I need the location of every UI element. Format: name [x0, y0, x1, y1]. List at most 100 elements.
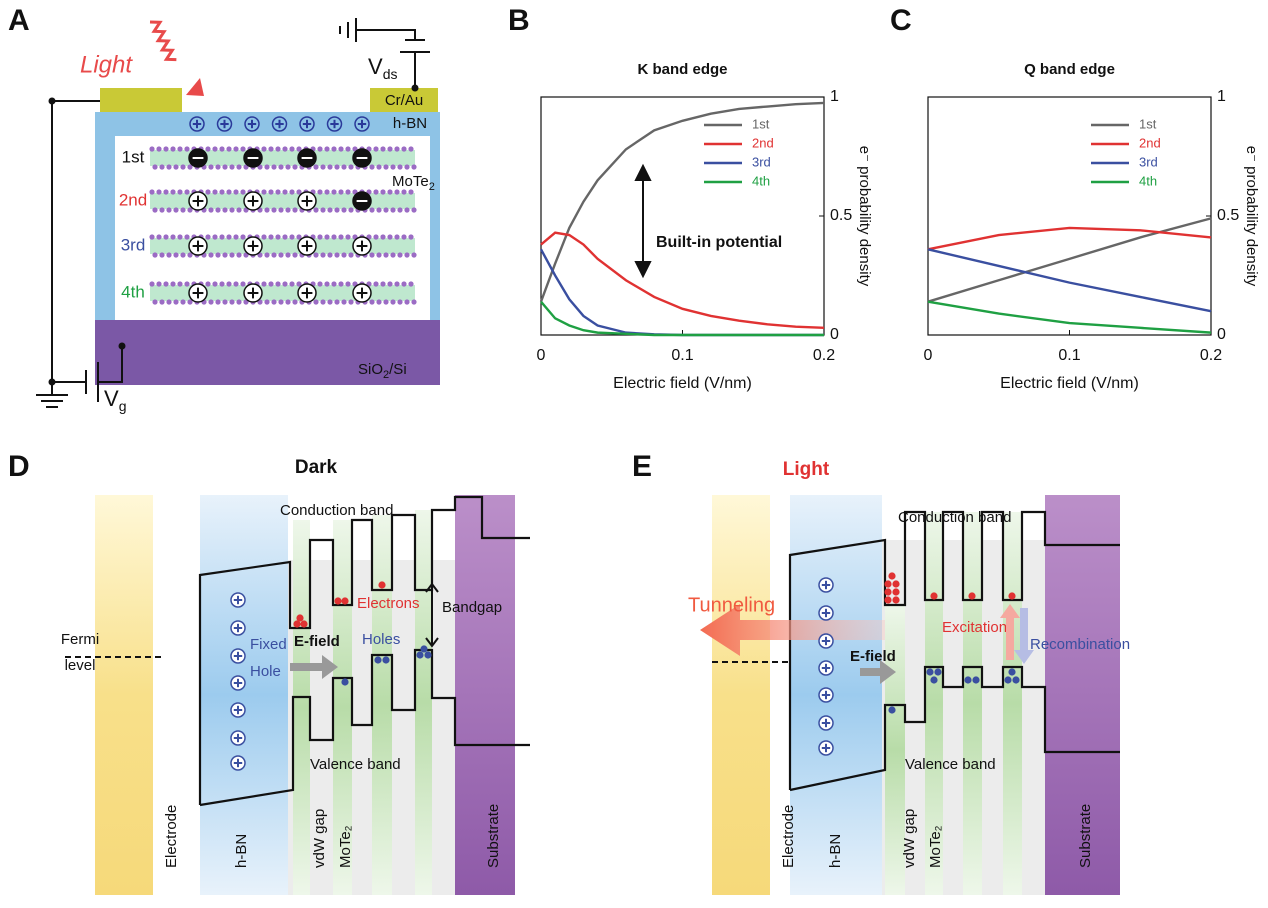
atom [341, 252, 347, 258]
node [48, 378, 56, 386]
x-tick-label: 0.2 [813, 347, 835, 364]
y-axis-label: e⁻ probability density [1243, 146, 1260, 287]
layer-label: 1st [122, 147, 145, 166]
column-label: Electrode [163, 805, 180, 868]
atom [327, 164, 333, 170]
atom [345, 146, 351, 152]
atom [229, 299, 235, 305]
atom [338, 189, 344, 195]
y-tick-label: 1 [830, 88, 839, 105]
electrode [100, 88, 182, 112]
column-label: MoTe₂ [927, 825, 944, 868]
valence-label: Valence band [310, 756, 401, 773]
atom [387, 146, 393, 152]
carrier [341, 678, 349, 686]
x-tick-label: 0.1 [1058, 347, 1080, 364]
atom [226, 189, 232, 195]
atom [170, 189, 176, 195]
y-axis-label: e⁻ probability density [856, 146, 873, 287]
atom [212, 189, 218, 195]
carrier [341, 597, 349, 605]
atom [387, 234, 393, 240]
series-line [927, 226, 1212, 251]
substrate-text: /Si [389, 361, 407, 378]
atom [292, 207, 298, 213]
atom [233, 281, 239, 287]
valence-label: Valence band [905, 756, 996, 773]
atom [317, 234, 323, 240]
carrier [1012, 676, 1020, 684]
series-line [540, 231, 825, 330]
atom [275, 281, 281, 287]
legend-label: 1st [1139, 116, 1157, 131]
atom [275, 234, 281, 240]
atom [177, 234, 183, 240]
atom [331, 281, 337, 287]
atom [285, 164, 291, 170]
atom [338, 281, 344, 287]
electrode-region [712, 495, 770, 895]
panel-label: B [508, 4, 530, 37]
atom [320, 164, 326, 170]
atom [222, 207, 228, 213]
atom [152, 252, 158, 258]
panel-label: C [890, 4, 912, 37]
atom [397, 252, 403, 258]
atom [401, 189, 407, 195]
ground [339, 18, 357, 42]
atom [240, 146, 246, 152]
light-label: Light [80, 51, 133, 78]
mote2-layer [150, 238, 415, 254]
atom [383, 252, 389, 258]
decorations [189, 116, 1020, 771]
column-label: h-BN [233, 834, 250, 868]
atom [166, 299, 172, 305]
atom [159, 164, 165, 170]
column-label: h-BN [827, 834, 844, 868]
y-tick-label: 0.5 [1217, 207, 1239, 224]
series-line [539, 101, 825, 303]
atom [173, 207, 179, 213]
x-tick-label: 0 [537, 347, 546, 364]
atom [233, 146, 239, 152]
substrate-text: SiO [358, 361, 383, 378]
atom [219, 146, 225, 152]
atom [324, 234, 330, 240]
atom [173, 164, 179, 170]
atom [373, 281, 379, 287]
atom [219, 281, 225, 287]
y-tick-label: 0.5 [830, 207, 852, 224]
mote2-text: MoTe [392, 173, 429, 190]
column-label: Electrode [780, 805, 797, 868]
electrons-label: Electrons [357, 595, 420, 612]
atom [156, 189, 162, 195]
atom [411, 164, 417, 170]
atom [394, 234, 400, 240]
atom [271, 299, 277, 305]
carrier [374, 656, 382, 664]
atom [271, 164, 277, 170]
atom [156, 281, 162, 287]
carrier [424, 651, 432, 659]
legend-label: 2nd [752, 135, 774, 150]
carrier [1008, 592, 1016, 600]
atom [166, 252, 172, 258]
atom [296, 146, 302, 152]
atom [345, 234, 351, 240]
atom [215, 164, 221, 170]
atom [345, 189, 351, 195]
atom [264, 252, 270, 258]
atom [380, 281, 386, 287]
conduction-band [198, 495, 530, 805]
atom [261, 281, 267, 287]
atom [296, 234, 302, 240]
charts: K band edge Electric field (V/nm) e⁻ proba… [537, 61, 1260, 392]
atom [387, 281, 393, 287]
mote2-layer [925, 512, 943, 895]
carrier [930, 592, 938, 600]
carrier [293, 620, 301, 628]
atom [390, 207, 396, 213]
valence-band [199, 648, 530, 807]
vds-label: Vds [368, 54, 397, 82]
atom [229, 252, 235, 258]
